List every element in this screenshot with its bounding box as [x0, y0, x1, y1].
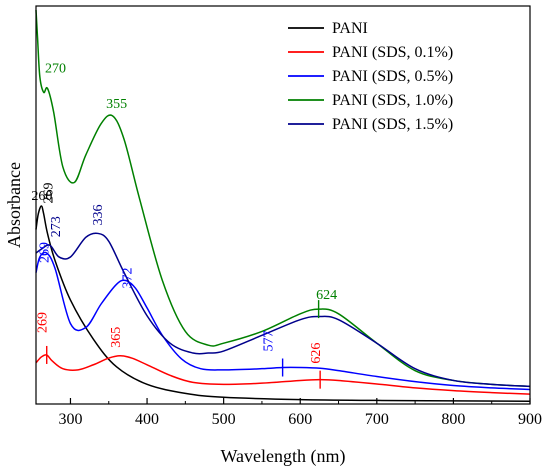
x-axis-label: Wavelength (nm) [220, 446, 345, 467]
legend-label: PANI (SDS, 0.1%) [332, 44, 453, 61]
x-tick-label: 300 [58, 411, 82, 428]
peak-annotation: 269 [36, 312, 51, 333]
x-tick-label: 900 [518, 411, 542, 428]
peak-annotation: 336 [91, 204, 106, 225]
x-ticks: 300 400 500 600 700 800 900 [58, 398, 542, 428]
peak-annotation: 365 [109, 327, 124, 348]
plot-frame [35, 5, 531, 405]
legend-label: PANI (SDS, 0.5%) [332, 68, 453, 85]
peak-annotation: 355 [106, 97, 127, 112]
legend-label: PANI (SDS, 1.0%) [332, 92, 453, 109]
peak-annotation: 372 [121, 267, 136, 288]
x-tick-label: 600 [288, 411, 312, 428]
series-line-2 [35, 251, 531, 391]
x-tick-label: 700 [365, 411, 389, 428]
x-tick-label: 800 [441, 411, 465, 428]
peak-annotation: 269 [42, 183, 57, 204]
peak-annotation: 626 [309, 343, 324, 364]
series-line-0 [35, 205, 531, 402]
x-tick-label: 400 [135, 411, 159, 428]
peak-annotation: 273 [49, 216, 64, 237]
peak-annotation: 270 [45, 61, 66, 76]
axes-layer [35, 5, 531, 405]
peak-annotation: 624 [316, 288, 337, 303]
legend-label: PANI (SDS, 1.5%) [332, 116, 453, 133]
y-axis-label: Absorbance [4, 162, 24, 248]
peak-annotation: 269 [38, 242, 53, 263]
series-layer [35, 9, 531, 402]
legend: PANI PANI (SDS, 0.1%) PANI (SDS, 0.5%) PANI… [288, 20, 453, 133]
series-line-4 [35, 232, 531, 388]
series-line-1 [35, 354, 531, 395]
x-tick-label: 500 [212, 411, 236, 428]
peak-annotation: 577 [262, 331, 277, 352]
legend-label: PANI [332, 20, 368, 37]
